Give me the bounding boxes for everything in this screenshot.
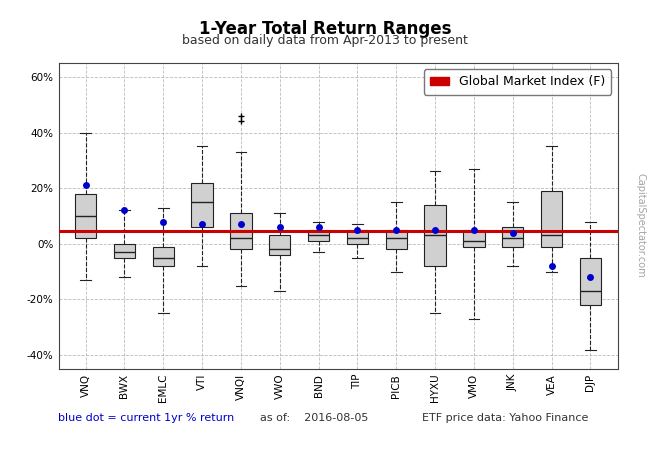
PathPatch shape [308, 230, 330, 241]
Text: as of:    2016-08-05: as of: 2016-08-05 [260, 413, 369, 423]
PathPatch shape [502, 227, 523, 247]
PathPatch shape [192, 183, 213, 227]
PathPatch shape [269, 235, 291, 255]
PathPatch shape [580, 258, 601, 305]
PathPatch shape [541, 191, 562, 247]
PathPatch shape [385, 230, 407, 249]
PathPatch shape [75, 194, 96, 238]
Text: CapitalSpectator.com: CapitalSpectator.com [635, 173, 645, 277]
PathPatch shape [346, 230, 368, 244]
PathPatch shape [230, 213, 252, 249]
Text: based on daily data from Apr-2013 to present: based on daily data from Apr-2013 to pre… [182, 34, 468, 47]
Text: ETF price data: Yahoo Finance: ETF price data: Yahoo Finance [422, 413, 589, 423]
Text: blue dot = current 1yr % return: blue dot = current 1yr % return [58, 413, 235, 423]
PathPatch shape [114, 244, 135, 258]
Legend: Global Market Index (F): Global Market Index (F) [424, 69, 611, 95]
Text: 1-Year Total Return Ranges: 1-Year Total Return Ranges [199, 20, 451, 38]
PathPatch shape [153, 247, 174, 266]
PathPatch shape [424, 205, 446, 266]
PathPatch shape [463, 230, 484, 247]
